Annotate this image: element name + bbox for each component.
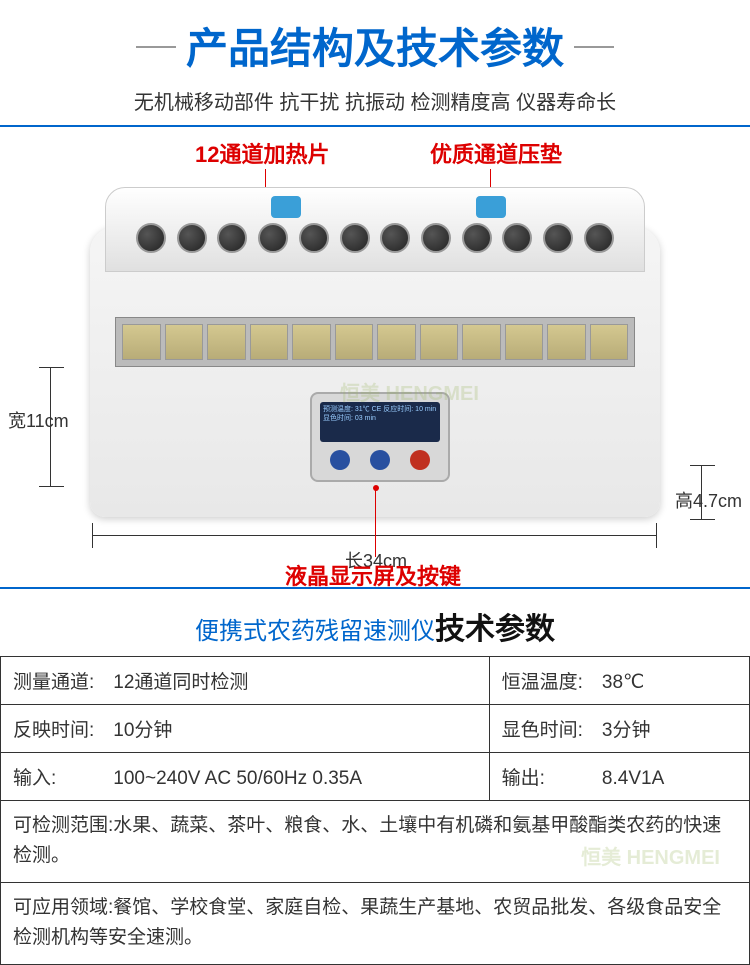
power-button[interactable] [410, 450, 430, 470]
channel-slot [165, 324, 204, 360]
channel-knob [380, 223, 410, 253]
dim-height-label: 高4.7cm [675, 487, 742, 513]
channel-slot [250, 324, 289, 360]
channel-knob [136, 223, 166, 253]
channel-knob [462, 223, 492, 253]
channel-knob [502, 223, 532, 253]
device-lid [105, 187, 645, 272]
spec-cell: 恒温温度: 38℃ [489, 657, 749, 705]
spec-full-row: 可应用领域:餐馆、学校食堂、家庭自检、果蔬生产基地、农贸品批发、各级食品安全检测… [1, 882, 750, 964]
subtitle-text: 无机械移动部件 抗干扰 抗振动 检测精度高 仪器寿命长 [0, 81, 750, 127]
lcd-screen: 预测温度: 31℃ CE 反应时间: 10 min 显色时间: 03 min [320, 402, 440, 442]
product-diagram: 12通道加热片 优质通道压垫 预测温度: 31℃ CE 反应时间: 10 min… [0, 127, 750, 587]
callout-heating: 12通道加热片 [195, 137, 329, 169]
settings-button[interactable] [370, 450, 390, 470]
spec-cell: 输出: 8.4V1A [489, 753, 749, 801]
spec-cell: 输入: 100~240V AC 50/60Hz 0.35A [1, 753, 490, 801]
spec-cell: 显色时间: 3分钟 [489, 705, 749, 753]
spec-table: 测量通道: 12通道同时检测恒温温度: 38℃反映时间: 10分钟显色时间: 3… [0, 656, 750, 965]
lid-clip [476, 196, 506, 218]
channel-knob [584, 223, 614, 253]
channel-knob [177, 223, 207, 253]
spec-cell: 测量通道: 12通道同时检测 [1, 657, 490, 705]
lcd-panel: 预测温度: 31℃ CE 反应时间: 10 min 显色时间: 03 min [310, 392, 450, 482]
leader-dot [373, 485, 379, 491]
spec-title-suffix: 技术参数 [435, 613, 555, 646]
lid-clip [271, 196, 301, 218]
knob-row [136, 223, 614, 253]
channel-slot [590, 324, 629, 360]
title-text: 产品结构及技术参数 [186, 15, 564, 76]
channel-slot [547, 324, 586, 360]
channel-slot [420, 324, 459, 360]
callout-pad: 优质通道压垫 [430, 137, 562, 169]
device-body: 预测温度: 31℃ CE 反应时间: 10 min 显色时间: 03 min [90, 227, 660, 517]
main-title: 产品结构及技术参数 [0, 0, 750, 81]
button-row [320, 450, 440, 470]
channel-slot [462, 324, 501, 360]
channel-slot [207, 324, 246, 360]
channel-slots [115, 317, 635, 367]
channel-knob [421, 223, 451, 253]
channel-knob [299, 223, 329, 253]
channel-knob [258, 223, 288, 253]
channel-slot [505, 324, 544, 360]
channel-knob [217, 223, 247, 253]
confirm-button[interactable] [330, 450, 350, 470]
spec-section-title: 便携式农药残留速测仪技术参数 [0, 587, 750, 656]
channel-slot [335, 324, 374, 360]
channel-slot [292, 324, 331, 360]
channel-knob [340, 223, 370, 253]
spec-full-row: 可检测范围:水果、蔬菜、茶叶、粮食、水、土壤中有机磷和氨基甲酸酯类农药的快速检测… [1, 801, 750, 883]
channel-slot [377, 324, 416, 360]
callout-lcd: 液晶显示屏及按键 [285, 559, 461, 591]
leader-line [375, 487, 376, 557]
dim-width-label: 宽11cm [8, 407, 69, 433]
channel-knob [543, 223, 573, 253]
spec-cell: 反映时间: 10分钟 [1, 705, 490, 753]
channel-slot [122, 324, 161, 360]
spec-title-prefix: 便携式农药残留速测仪 [195, 618, 435, 645]
